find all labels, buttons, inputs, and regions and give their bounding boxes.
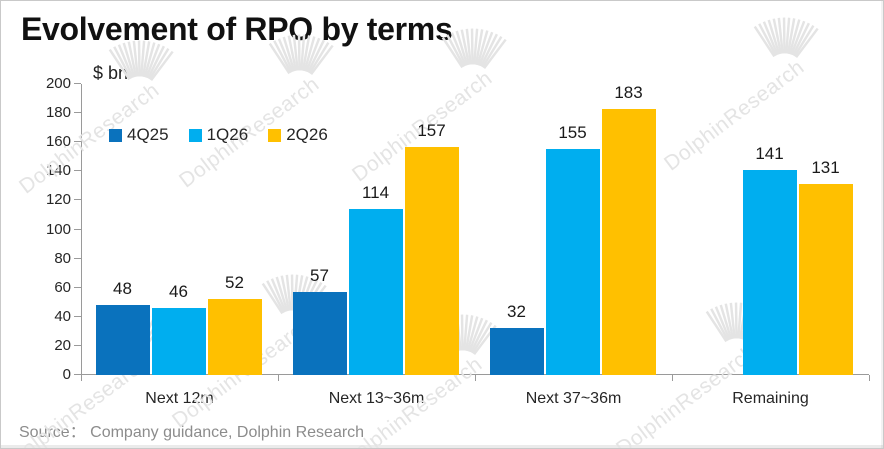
y-axis-tick-mark — [74, 199, 81, 201]
bar-value-label: 32 — [507, 302, 526, 322]
legend: 4Q25 1Q26 2Q26 — [109, 125, 328, 145]
y-axis-tick-label: 200 — [45, 75, 71, 92]
legend-swatch-icon — [188, 128, 202, 142]
legend-label: 1Q26 — [206, 125, 249, 144]
plot-area — [81, 84, 869, 375]
bar-value-label: 46 — [169, 282, 188, 302]
bar-1q26-next-37-36m — [545, 149, 600, 375]
bar-value-label: 57 — [310, 266, 329, 286]
y-axis-tick-mark — [74, 257, 81, 259]
y-axis-tick-label: 40 — [54, 307, 71, 325]
y-axis-tick-label: 180 — [45, 104, 71, 122]
bar-2q26-next-12m — [207, 299, 262, 375]
bar-4q25-next-37-36m — [489, 328, 544, 375]
x-axis-tick-mark — [475, 375, 476, 381]
y-axis-tick-label: 60 — [54, 278, 71, 296]
y-axis-tick-mark — [74, 286, 81, 288]
y-axis-tick-mark — [74, 344, 81, 346]
dolphin-fan-logo-icon — [753, 17, 819, 59]
x-axis-category-label: Next 37~36m — [525, 390, 622, 407]
x-axis-tick-mark — [672, 375, 673, 381]
legend-item-4q25: 4Q25 — [109, 125, 169, 145]
bar-1q26-next-12m — [151, 308, 206, 375]
bar-1q26-next-13-36m — [348, 209, 403, 375]
legend-swatch-icon — [109, 128, 122, 142]
bar-value-label: 48 — [113, 279, 132, 299]
x-axis-tick-mark — [81, 375, 82, 381]
y-axis-unit-label: $ bn — [93, 63, 129, 83]
bar-2q26-remaining — [798, 184, 853, 375]
bar-value-label: 183 — [614, 82, 643, 102]
legend-label: 4Q25 — [127, 125, 169, 144]
y-axis-tick-label: 20 — [54, 336, 71, 354]
bar-value-label: 52 — [225, 273, 244, 293]
y-axis-tick-mark — [74, 112, 81, 114]
bar-value-label: 155 — [558, 123, 587, 143]
source-text: Source： Company guidance, Dolphin Resear… — [19, 424, 365, 441]
x-axis-category-label: Remaining — [732, 390, 809, 407]
x-axis-tick-mark — [278, 375, 279, 381]
y-axis-tick-mark — [74, 228, 81, 230]
bar-4q25-next-13-36m — [292, 292, 347, 375]
y-axis-tick-label: 140 — [45, 162, 71, 180]
y-axis-tick-label: 120 — [45, 191, 71, 209]
bar-value-label: 157 — [417, 120, 446, 140]
legend-label: 2Q26 — [286, 125, 328, 144]
bar-2q26-next-13-36m — [404, 146, 459, 375]
y-axis-tick-mark — [74, 141, 81, 143]
y-axis-tick-mark — [74, 374, 81, 375]
y-axis-tick-mark — [74, 170, 81, 172]
bar-1q26-remaining — [742, 169, 797, 375]
bar-value-label: 141 — [755, 143, 784, 163]
x-axis-tick-mark — [869, 375, 870, 381]
bar-value-label: 114 — [361, 183, 390, 203]
bar-value-label: 131 — [811, 158, 840, 178]
chart-title: Evolvement of RPO by terms — [21, 11, 453, 47]
y-axis-tick-label: 0 — [62, 366, 71, 383]
y-axis-tick-label: 80 — [54, 249, 71, 267]
y-axis-tick-label: 160 — [45, 133, 71, 151]
legend-item-2q26: 2Q26 — [268, 125, 328, 145]
legend-item-1q26: 1Q26 — [188, 125, 249, 145]
x-axis-category-label: Next 12m — [145, 390, 214, 407]
y-axis-tick-label: 100 — [45, 220, 71, 238]
x-axis-category-label: Next 13~36m — [328, 390, 425, 407]
bar-4q25-next-12m — [95, 305, 150, 375]
bar-2q26-next-37-36m — [601, 108, 656, 375]
y-axis-tick-mark — [74, 83, 81, 84]
y-axis-tick-mark — [74, 315, 81, 317]
legend-swatch-icon — [268, 128, 282, 142]
